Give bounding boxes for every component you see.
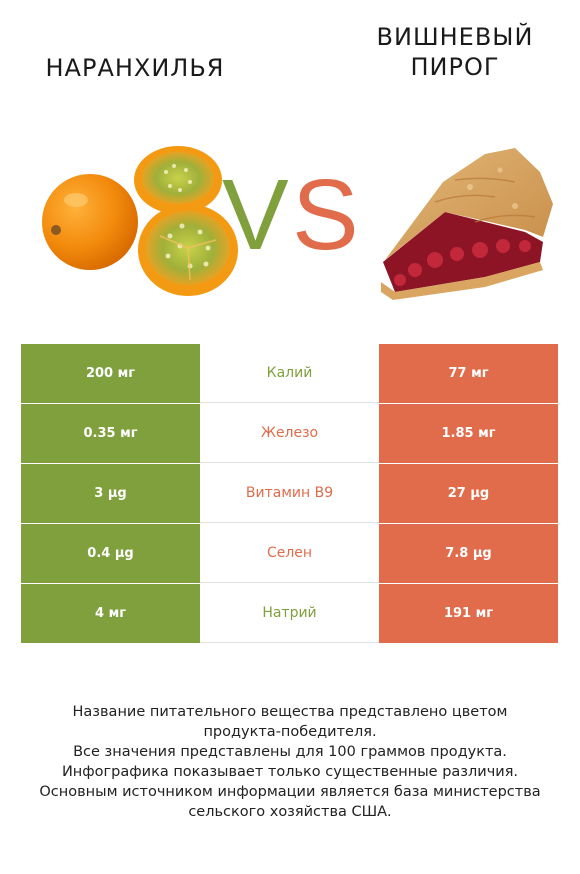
nutrient-name: Натрий xyxy=(200,584,379,643)
right-value: 1.85 мг xyxy=(379,404,558,463)
right-food-title: ВИШНЕВЫЙ ПИРОГ xyxy=(355,22,555,82)
nutrient-name: Железо xyxy=(200,404,379,463)
left-value: 0.4 µg xyxy=(21,524,200,583)
table-row: 3 µg Витамин B9 27 µg xyxy=(21,464,558,524)
nutrient-name: Селен xyxy=(200,524,379,583)
nutrient-name: Калий xyxy=(200,344,379,403)
naranjilla-fruit-image xyxy=(42,146,238,296)
nutrient-name: Витамин B9 xyxy=(200,464,379,523)
footer-line: Все значения представлены для 100 граммо… xyxy=(73,744,507,760)
left-food-title: НАРАНХИЛЬЯ xyxy=(45,54,225,82)
cherry-pie-slice-image xyxy=(381,148,553,300)
vs-letter-s: S xyxy=(292,159,359,271)
right-food-title-line2: ПИРОГ xyxy=(410,53,500,81)
left-value: 0.35 мг xyxy=(21,404,200,463)
footer-line: продукта-победителя. xyxy=(203,724,377,740)
footer-line: сельского хозяйства США. xyxy=(188,804,392,820)
footer-notes: Название питательного вещества представл… xyxy=(10,702,570,822)
footer-line: Инфографика показывает только существенн… xyxy=(61,764,519,780)
table-row: 200 мг Калий 77 мг xyxy=(21,344,558,404)
right-value: 191 мг xyxy=(379,584,558,643)
left-value: 3 µg xyxy=(21,464,200,523)
right-value: 27 µg xyxy=(379,464,558,523)
nutrient-comparison-table: 200 мг Калий 77 мг 0.35 мг Железо 1.85 м… xyxy=(21,344,558,644)
left-value: 4 мг xyxy=(21,584,200,643)
right-value: 77 мг xyxy=(379,344,558,403)
table-row: 0.35 мг Железо 1.85 мг xyxy=(21,404,558,464)
right-value: 7.8 µg xyxy=(379,524,558,583)
table-row: 0.4 µg Селен 7.8 µg xyxy=(21,524,558,584)
footer-line: Название питательного вещества представл… xyxy=(72,704,508,720)
footer-line: Основным источником информации является … xyxy=(39,784,541,800)
left-value: 200 мг xyxy=(21,344,200,403)
right-food-title-line1: ВИШНЕВЫЙ xyxy=(376,23,534,51)
vs-letter-v: V xyxy=(222,159,289,271)
table-row: 4 мг Натрий 191 мг xyxy=(21,584,558,644)
